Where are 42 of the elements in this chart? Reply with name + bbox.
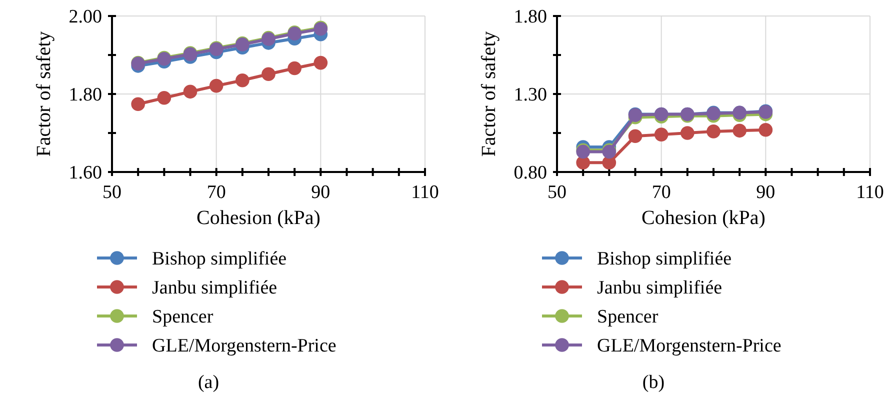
point [680,126,694,140]
legend-label: Spencer [597,306,659,328]
x-tick-label: 70 [652,182,671,203]
point [758,122,773,137]
text: (a) [198,372,220,393]
legend-label: Spencer [152,306,214,328]
y-tick-label: 1.80 [514,6,547,28]
point [236,73,250,88]
y-tick-label: 1.30 [514,84,547,106]
x-tick-label: 90 [311,182,330,203]
point [209,78,224,93]
point [314,56,328,70]
x-tick-label: 50 [102,182,122,203]
x-axis-title: Cohesion (kPa) [642,207,766,229]
text: (b) [642,372,665,393]
x-tick-label: 90 [756,182,776,203]
point [706,124,720,138]
y-axis-title: Factor of safety [33,31,55,157]
x-tick-label: 50 [548,182,566,203]
point [183,84,198,99]
legend-label: Bishop simplifiée [597,248,732,270]
y-tick-label: 2.00 [68,6,102,28]
y-tick-label: 1.80 [68,84,102,106]
y-axis-title: Factor of safety [478,31,500,157]
x-tick-label: 110 [411,182,439,203]
point [262,67,276,82]
point [628,129,642,144]
point [654,128,668,142]
x-tick-label: 110 [856,182,884,203]
y-tick-label: 0.80 [514,162,547,184]
legend-label: Janbu simplifiée [597,278,722,299]
legend-label: Bishop simplifiée [152,248,287,270]
point [131,97,145,112]
point [732,124,746,138]
x-axis-title: Cohesion (kPa) [196,207,320,229]
x-tick-label: 70 [206,182,226,203]
point [157,91,172,105]
legend-label: GLE/Morgenstern-Price [597,336,782,357]
legend-label: Janbu simplifiée [152,278,278,299]
legend-label: GLE/Morgenstern-Price [152,336,336,357]
point [288,61,302,76]
y-tick-label: 1.60 [68,162,102,184]
